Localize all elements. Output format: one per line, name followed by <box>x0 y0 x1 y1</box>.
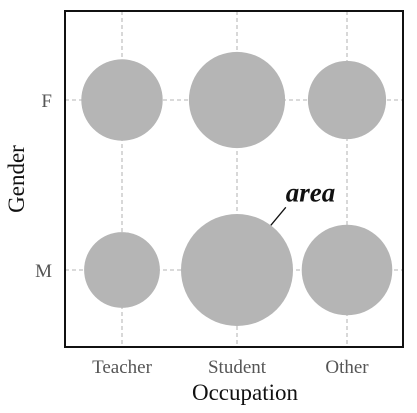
x-tick-label-teacher: Teacher <box>92 357 153 378</box>
y-tick-label-f: F <box>41 91 52 112</box>
bubble-teacher-m <box>84 232 160 308</box>
bubble-other-m <box>301 224 393 316</box>
x-tick-label-student: Student <box>208 357 267 378</box>
x-axis-title: Occupation <box>192 380 299 405</box>
y-tick-label-m: M <box>35 261 52 282</box>
bubble-marks <box>81 51 393 326</box>
y-tick-labels: MF <box>35 91 52 282</box>
bubble-student-m <box>181 214 293 326</box>
y-axis-title: Gender <box>4 145 29 213</box>
x-tick-labels: Teacher Student Other <box>92 357 369 378</box>
plot-frame <box>64 10 404 348</box>
bubble-teacher-f <box>81 59 163 141</box>
annotation-label: area <box>286 177 336 207</box>
x-tick-label-other: Other <box>325 357 369 378</box>
annotation-leader-line <box>270 206 287 226</box>
bubble-student-f <box>188 51 286 149</box>
bubble-other-f <box>307 60 387 140</box>
